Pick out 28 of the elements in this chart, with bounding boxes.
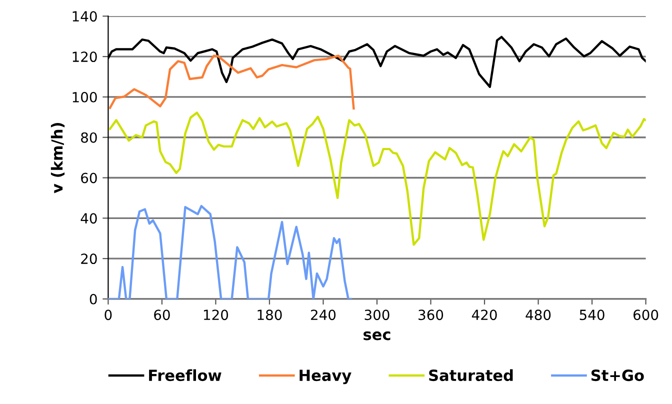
y-axis-title: v (km/h) <box>50 122 65 194</box>
y-tick-label: 120 <box>72 52 97 62</box>
x-tick-label: 0 <box>104 310 112 320</box>
x-axis-title: sec <box>364 331 390 340</box>
x-tick-label: 360 <box>418 310 444 320</box>
x-tick-label: 540 <box>580 310 604 320</box>
y-tick-label: 40 <box>80 213 97 224</box>
y-tick-label: 80 <box>81 132 97 143</box>
legend-label: Freeflow <box>149 369 222 382</box>
y-tick-label: 60 <box>81 172 97 184</box>
legend-label: Saturated <box>429 369 513 382</box>
x-tick-label: 60 <box>154 310 170 320</box>
line-series <box>108 112 646 246</box>
x-tick-label: 180 <box>258 310 282 320</box>
y-tick-label: 140 <box>72 11 97 22</box>
x-tick-label: 480 <box>526 310 551 320</box>
y-tick-label: 100 <box>72 92 97 102</box>
line-series <box>108 204 352 299</box>
x-tick-label: 120 <box>204 310 228 320</box>
x-tick-label: 420 <box>472 310 497 320</box>
legend-label: St+Go <box>591 370 644 382</box>
x-tick-label: 300 <box>364 310 390 320</box>
line-series <box>108 54 355 110</box>
x-tick-label: 240 <box>310 310 336 320</box>
y-tick-label: 20 <box>81 254 97 264</box>
y-tick-label: 0 <box>90 294 97 304</box>
x-tick-label: 600 <box>634 310 658 320</box>
legend-label: Heavy <box>300 370 352 384</box>
